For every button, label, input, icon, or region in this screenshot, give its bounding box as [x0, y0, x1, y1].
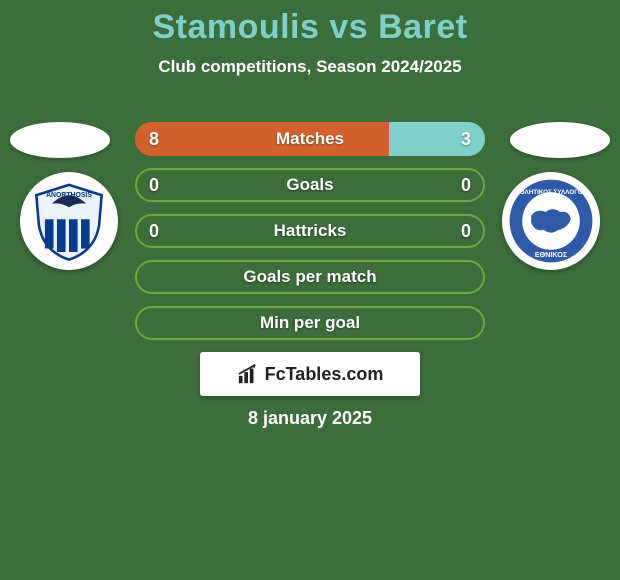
stat-row: Goals per match	[135, 260, 485, 294]
ethnikos-icon: ΑΘΛΗΤΙΚΟΣ ΣΥΛΛΟΓΟΣ ΕΘΝΙΚΟΣ	[506, 176, 596, 266]
stat-value-right: 0	[461, 168, 471, 202]
player-right-photo	[510, 122, 610, 158]
stat-label: Goals per match	[135, 260, 485, 294]
fctables-text: FcTables.com	[265, 364, 384, 385]
subtitle: Club competitions, Season 2024/2025	[0, 57, 620, 77]
anorthosis-icon: ANORTHOSIS	[26, 178, 112, 264]
svg-text:ΑΘΛΗΤΙΚΟΣ ΣΥΛΛΟΓΟΣ: ΑΘΛΗΤΙΚΟΣ ΣΥΛΛΟΓΟΣ	[515, 189, 586, 196]
page-title: Stamoulis vs Baret	[0, 0, 620, 47]
comparison-card: Stamoulis vs Baret Club competitions, Se…	[0, 0, 620, 580]
stat-value-right: 3	[461, 122, 471, 156]
svg-text:ANORTHOSIS: ANORTHOSIS	[46, 192, 92, 199]
stat-value-right: 0	[461, 214, 471, 248]
fctables-watermark: FcTables.com	[200, 352, 420, 396]
stat-row: Goals0 0	[135, 168, 485, 202]
stat-row: Min per goal	[135, 306, 485, 340]
stat-label: Hattricks	[135, 214, 485, 248]
date-label: 8 january 2025	[0, 408, 620, 429]
bars-ascending-icon	[237, 363, 259, 385]
stat-value-left: 0	[149, 214, 159, 248]
stat-label: Goals	[135, 168, 485, 202]
stat-row: Hattricks0 0	[135, 214, 485, 248]
club-badge-left: ANORTHOSIS	[20, 172, 118, 270]
stat-row: Matches8 3	[135, 122, 485, 156]
stat-value-left: 0	[149, 168, 159, 202]
stat-label: Min per goal	[135, 306, 485, 340]
player-left-photo	[10, 122, 110, 158]
stat-label: Matches	[135, 122, 485, 156]
stats-bars: Matches83Goals00Hattricks00Goals per mat…	[135, 122, 485, 352]
svg-text:ΕΘΝΙΚΟΣ: ΕΘΝΙΚΟΣ	[535, 250, 568, 259]
club-badge-right: ΑΘΛΗΤΙΚΟΣ ΣΥΛΛΟΓΟΣ ΕΘΝΙΚΟΣ	[502, 172, 600, 270]
stat-value-left: 8	[149, 122, 159, 156]
